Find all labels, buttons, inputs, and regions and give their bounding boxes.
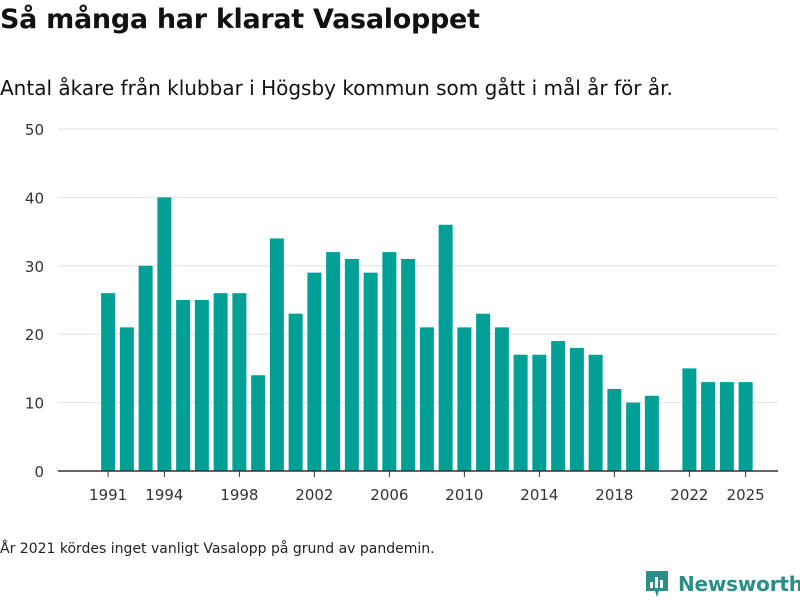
bar-1997[interactable] bbox=[213, 293, 228, 471]
bar-1999[interactable] bbox=[251, 375, 266, 471]
x-tick-label: 2014 bbox=[520, 486, 558, 504]
axes: 0 10 20 30 40 50 1991 1994 1998 2002 2006 2010 2014 2… bbox=[25, 121, 778, 504]
bar-1994[interactable] bbox=[157, 197, 172, 471]
x-tick-label: 2025 bbox=[727, 486, 765, 504]
bar-2014[interactable] bbox=[532, 354, 547, 471]
bar-2023[interactable] bbox=[701, 382, 716, 471]
bar-2020[interactable] bbox=[644, 395, 659, 471]
x-tick-label: 2018 bbox=[595, 486, 633, 504]
y-tick-label: 0 bbox=[34, 463, 44, 481]
chart-title: Så många har klarat Vasaloppet bbox=[0, 4, 480, 35]
y-tick-label: 10 bbox=[25, 395, 44, 413]
bar-2010[interactable] bbox=[457, 327, 472, 471]
bar-2002[interactable] bbox=[307, 272, 322, 471]
bar-1996[interactable] bbox=[194, 300, 209, 471]
bar-2008[interactable] bbox=[419, 327, 434, 471]
bar-1992[interactable] bbox=[119, 327, 134, 471]
bar-2019[interactable] bbox=[626, 402, 641, 471]
bar-2016[interactable] bbox=[569, 347, 584, 471]
bar-2000[interactable] bbox=[269, 238, 284, 471]
bar-2011[interactable] bbox=[476, 313, 491, 471]
bar-2013[interactable] bbox=[513, 354, 528, 471]
bar-2004[interactable] bbox=[344, 258, 359, 471]
y-tick-label: 20 bbox=[25, 326, 44, 344]
newsworthy-logo-icon bbox=[646, 571, 668, 597]
x-tick-label: 2022 bbox=[670, 486, 708, 504]
x-tick-label: 1998 bbox=[220, 486, 258, 504]
bar-2005[interactable] bbox=[363, 272, 378, 471]
bar-2024[interactable] bbox=[719, 382, 734, 471]
y-tick-label: 30 bbox=[25, 258, 44, 276]
bar-1995[interactable] bbox=[176, 300, 191, 471]
bar-2025[interactable] bbox=[738, 382, 753, 471]
x-tick-label: 1994 bbox=[145, 486, 183, 504]
bar-series bbox=[101, 197, 753, 471]
bar-1993[interactable] bbox=[138, 265, 153, 471]
bar-2018[interactable] bbox=[607, 388, 622, 471]
bar-2001[interactable] bbox=[288, 313, 303, 471]
footnote: År 2021 kördes inget vanligt Vasalopp på… bbox=[0, 541, 435, 557]
brand-logo[interactable]: Newsworthy bbox=[644, 569, 800, 599]
x-tick-label: 1991 bbox=[89, 486, 127, 504]
chart-subtitle: Antal åkare från klubbar i Högsby kommun… bbox=[0, 76, 673, 100]
y-tick-label: 40 bbox=[25, 189, 44, 207]
bar-2006[interactable] bbox=[382, 252, 397, 471]
x-tick-label: 2006 bbox=[370, 486, 408, 504]
bar-2007[interactable] bbox=[401, 258, 416, 471]
bar-2009[interactable] bbox=[438, 224, 453, 471]
bar-1991[interactable] bbox=[101, 293, 116, 471]
bar-2012[interactable] bbox=[494, 327, 509, 471]
bar-2003[interactable] bbox=[326, 252, 341, 471]
bar-2015[interactable] bbox=[551, 341, 566, 471]
bar-2022[interactable] bbox=[682, 368, 697, 471]
y-tick-label: 50 bbox=[25, 121, 44, 139]
bar-1998[interactable] bbox=[232, 293, 247, 471]
x-tick-label: 2002 bbox=[295, 486, 333, 504]
bar-2017[interactable] bbox=[588, 354, 603, 471]
x-tick-label: 2010 bbox=[445, 486, 483, 504]
brand-name: Newsworthy bbox=[678, 572, 800, 596]
